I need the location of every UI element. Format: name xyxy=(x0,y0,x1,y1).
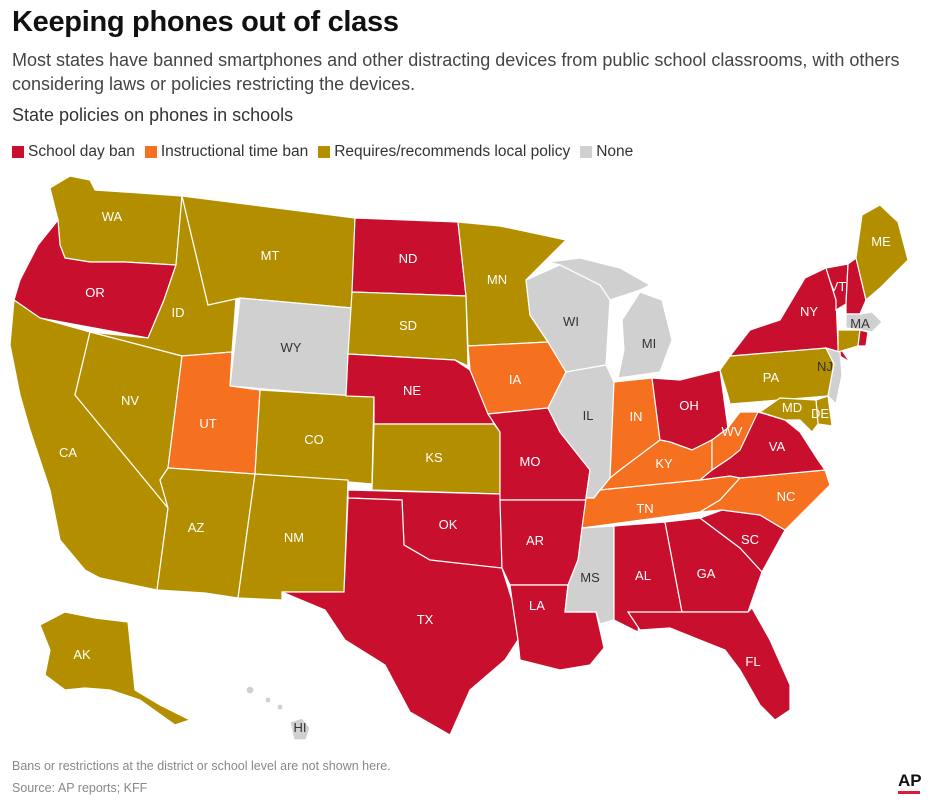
ap-logo: AP xyxy=(898,771,922,790)
state-label: FL xyxy=(745,654,760,669)
state-label: CO xyxy=(304,432,324,447)
state-RI[interactable] xyxy=(857,329,869,347)
state-label: GA xyxy=(697,566,716,581)
state-label: ID xyxy=(172,305,185,320)
state-label: AZ xyxy=(188,520,205,535)
state-HI-island xyxy=(264,696,272,704)
state-HI[interactable] xyxy=(289,717,311,741)
state-MI[interactable] xyxy=(547,257,673,379)
legend-item-instructional-time-ban: Instructional time ban xyxy=(144,143,309,161)
state-label: AK xyxy=(73,647,91,662)
source-line: Source: AP reports; KFF xyxy=(12,781,148,795)
state-label: AL xyxy=(635,568,651,583)
legend-swatch xyxy=(144,146,157,158)
state-label: KY xyxy=(655,456,673,471)
state-label: MN xyxy=(487,272,507,287)
state-label: LA xyxy=(529,598,545,613)
state-TX[interactable] xyxy=(281,497,519,736)
state-label: ND xyxy=(399,251,418,266)
state-label: MO xyxy=(520,454,541,469)
state-label: WA xyxy=(102,209,123,224)
chart-title: Keeping phones out of class xyxy=(12,6,399,38)
chart-subtitle: Most states have banned smartphones and … xyxy=(12,50,900,94)
state-label: MS xyxy=(580,570,600,585)
legend-swatch xyxy=(318,146,331,158)
ap-logo-underline xyxy=(898,791,920,794)
state-label: TN xyxy=(636,501,653,516)
state-VT[interactable] xyxy=(825,263,849,312)
state-label: CA xyxy=(59,445,77,460)
legend-item-none: None xyxy=(580,143,633,161)
state-SD[interactable] xyxy=(347,291,469,367)
state-FL[interactable] xyxy=(626,607,791,721)
state-label: SD xyxy=(399,318,417,333)
state-label: HI xyxy=(294,720,307,735)
state-label: OR xyxy=(85,285,105,300)
legend-swatch xyxy=(12,146,24,158)
state-label: AR xyxy=(526,533,544,548)
legend-label: Requires/recommends local policy xyxy=(334,143,571,160)
state-label: NM xyxy=(284,530,304,545)
state-label: IL xyxy=(583,408,594,423)
state-label: MD xyxy=(782,400,802,415)
state-ME[interactable] xyxy=(855,204,909,302)
state-MD[interactable] xyxy=(758,397,819,433)
state-MA[interactable] xyxy=(845,311,883,333)
state-AK[interactable] xyxy=(39,611,192,726)
state-label: MT xyxy=(261,248,280,263)
state-label: SC xyxy=(741,532,759,547)
state-label: VA xyxy=(769,439,786,454)
state-label: IA xyxy=(509,372,522,387)
legend-label: Instructional time ban xyxy=(160,143,309,160)
state-label: NC xyxy=(777,489,796,504)
state-labels: WA OR CA ID NV MT WY UT AZ CO NM ND SD N… xyxy=(59,209,891,735)
state-HI-island xyxy=(245,685,255,695)
state-label: NJ xyxy=(817,359,833,374)
state-label: WI xyxy=(563,314,579,329)
state-label: PA xyxy=(763,370,780,385)
state-label: WY xyxy=(281,340,302,355)
state-label: MI xyxy=(642,336,656,351)
legend-label: None xyxy=(596,143,634,160)
state-label: OH xyxy=(679,398,699,413)
state-label: VT xyxy=(830,279,847,294)
state-label: NY xyxy=(800,304,818,319)
legend-item-school-day-ban: School day ban xyxy=(12,143,135,161)
state-label: NV xyxy=(121,393,139,408)
legend-item-local-policy: Requires/recommends local policy xyxy=(318,143,570,161)
state-label: TX xyxy=(417,612,434,627)
state-label: MA xyxy=(850,316,870,331)
legend-swatch xyxy=(580,146,593,158)
legend-label: School day ban xyxy=(28,143,135,160)
state-label: IN xyxy=(630,409,643,424)
footnote: Bans or restrictions at the district or … xyxy=(12,759,391,773)
state-HI-island xyxy=(276,703,284,711)
state-NC[interactable] xyxy=(699,469,831,531)
state-label: UT xyxy=(199,416,216,431)
state-label: DE xyxy=(811,406,829,421)
us-state-map: WA OR CA ID NV MT WY UT AZ CO NM ND SD N… xyxy=(9,175,909,741)
state-label: ME xyxy=(871,234,891,249)
state-label: KS xyxy=(425,450,443,465)
state-label: OK xyxy=(439,517,458,532)
state-label: WV xyxy=(722,424,743,439)
state-label: NE xyxy=(403,383,421,398)
state-CT[interactable] xyxy=(837,329,861,353)
legend: School day ban Instructional time ban Re… xyxy=(12,143,643,161)
map-heading: State policies on phones in schools xyxy=(12,105,294,125)
state-NJ[interactable] xyxy=(824,347,843,406)
